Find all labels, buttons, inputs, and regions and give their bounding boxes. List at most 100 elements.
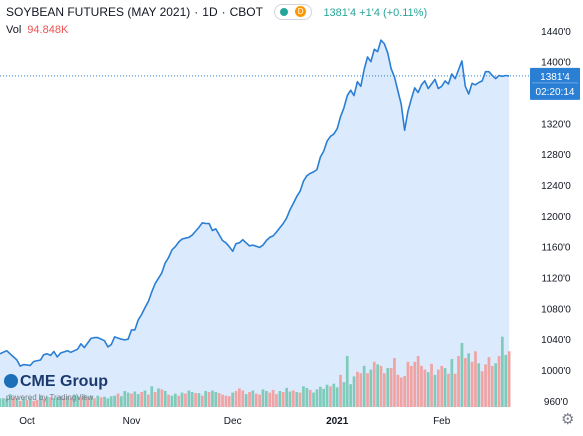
volume-bar [325,384,329,407]
volume-bar [224,395,228,407]
volume-bar [430,363,433,407]
volume-bar [66,396,69,407]
x-tick-label: Nov [123,416,141,427]
volume-bar [174,393,177,407]
volume-bar [339,374,342,407]
market-status-pill[interactable]: D [274,4,313,20]
volume-bar [389,368,393,407]
volume-bar [490,365,494,407]
volume-bar [123,391,127,407]
volume-bar [345,356,349,407]
volume-bar [440,365,444,407]
gear-icon[interactable]: ⚙ [561,411,575,428]
volume-bar [399,377,403,407]
volume-bar [72,394,76,407]
volume-bar [126,392,130,407]
volume-bar [167,394,170,407]
volume-bar [99,397,103,407]
volume-bar [5,398,9,407]
y-tick-label: 960'0 [544,397,569,408]
chart-legend: SOYBEAN FUTURES (MAY 2021) · 1D · CBOT D 138… [6,4,428,20]
volume-bar [22,398,25,407]
volume-bar [497,356,501,407]
volume-bar [39,395,42,407]
volume-bar [366,373,369,407]
volume-bar [271,389,275,407]
volume-bar [437,369,440,407]
volume-bar [416,356,420,407]
volume-bar [130,393,133,407]
volume-bar [447,373,450,407]
cme-group-logo-text: CME Group [20,373,108,390]
volume-bar [82,394,86,407]
volume-bar [18,400,22,407]
volume-bar [76,396,79,407]
volume-bar [190,392,194,407]
volume-bar [197,393,201,407]
volume-bar [103,396,106,407]
volume-bar [359,373,363,407]
volume-bar [211,390,214,407]
interval-label[interactable]: 1D [202,5,218,20]
volume-bar [248,392,251,407]
y-tick-label: 1440'0 [541,27,571,38]
symbol-title[interactable]: SOYBEAN FUTURES (MAY 2021) [6,5,191,20]
y-tick-label: 1040'0 [541,335,571,346]
volume-bar [8,394,12,407]
volume-bar [201,395,204,407]
volume-bar [56,397,59,407]
y-tick-label: 1320'0 [541,119,571,130]
volume-bar [308,389,312,407]
volume-bar [29,398,32,407]
delayed-data-icon: D [295,6,307,17]
volume-bar [113,395,116,407]
volume-bar [372,361,376,407]
volume-bar [2,398,5,407]
volume-bar [302,386,305,407]
y-tick-label: 1200'0 [541,212,571,223]
cme-group-logo: CME Group [4,373,108,391]
volume-bar [147,394,150,407]
volume-bar [507,351,511,407]
volume-bar [477,363,481,407]
volume-bar [258,394,261,407]
volume-bar [204,391,207,407]
volume-bar [443,368,447,407]
volume-bar [150,386,154,407]
volume-bar [342,382,346,407]
volume-bar [494,363,497,407]
volume-bar [332,383,336,407]
volume-bar [450,359,454,407]
volume-bar [214,392,218,407]
volume-bar [52,398,56,407]
volume-bar [349,384,352,407]
volume-bar [187,390,191,407]
volume-bar [15,398,19,407]
volume-bar [501,336,504,407]
volume-bar [140,392,143,407]
time-axis[interactable]: Oct Nov Dec 2021 Feb [19,416,451,427]
volume-bar [335,387,339,407]
x-tick-label: Oct [19,416,35,427]
volume-bar [163,391,167,407]
volume-bar [278,391,282,407]
last-change-readout: 1381'4 +1'4 (+0.11%) [323,7,428,20]
price-area-fill [0,40,510,407]
globe-icon [4,374,18,388]
volume-bar [319,386,322,407]
volume-bar [362,365,366,407]
volume-bar [184,393,187,407]
volume-bar [234,391,238,407]
volume-bars [0,336,511,407]
volume-bar [0,398,2,407]
last-price-label: 1381'4 [540,72,570,83]
volume-bar [170,395,174,407]
volume-bar [460,343,464,407]
y-tick-label: 1160'0 [542,243,571,254]
volume-bar [329,386,332,407]
volume-bar [12,397,15,407]
volume-bar [453,373,457,407]
volume-bar [268,392,272,407]
volume-bar [79,396,83,407]
